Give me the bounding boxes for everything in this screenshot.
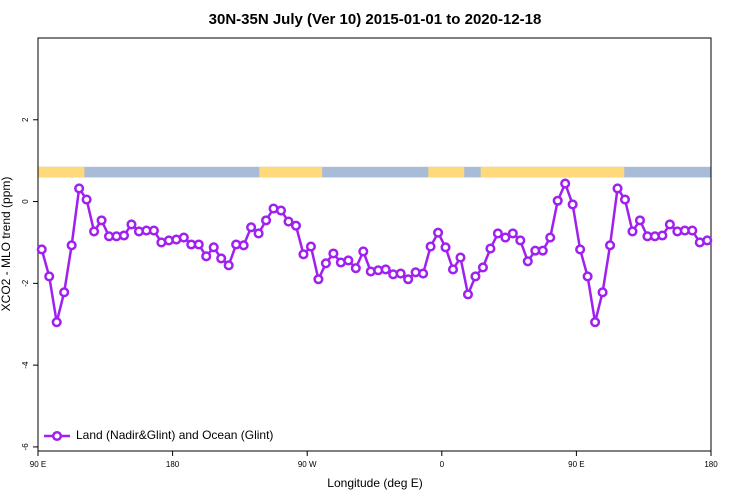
data-point — [208, 242, 219, 253]
data-point — [343, 255, 354, 266]
data-point — [567, 199, 578, 210]
data-point — [395, 268, 406, 279]
data-point — [462, 289, 474, 300]
data-point — [702, 235, 713, 246]
data-point — [118, 230, 130, 241]
data-point — [575, 244, 586, 255]
data-point — [44, 271, 55, 282]
y-tick-label: -2 — [21, 279, 30, 287]
data-point — [81, 194, 92, 205]
y-tick-label: -6 — [21, 443, 30, 451]
data-point — [433, 227, 444, 238]
y-axis-label: XCO2 - MLO trend (ppm) — [0, 177, 13, 312]
land-band — [428, 166, 465, 178]
data-point — [500, 232, 511, 243]
plot-frame — [37, 37, 712, 452]
data-point — [612, 183, 623, 194]
data-point — [216, 253, 227, 264]
data-point — [418, 268, 429, 279]
land-band — [259, 166, 323, 178]
ocean-band — [38, 166, 711, 178]
data-point — [59, 287, 70, 298]
data-point — [328, 248, 339, 259]
data-point — [605, 240, 616, 251]
data-point — [201, 251, 212, 262]
data-point — [36, 244, 47, 255]
data-point — [664, 219, 675, 230]
data-point — [545, 232, 556, 243]
x-tick-label: 90 E — [30, 460, 46, 469]
data-point — [253, 228, 264, 239]
land-band — [38, 166, 85, 178]
data-point — [447, 264, 459, 275]
data-point — [522, 256, 533, 267]
data-point — [485, 243, 496, 254]
y-tick-label: 0 — [21, 199, 30, 204]
data-point — [425, 241, 436, 252]
data-point — [358, 246, 369, 257]
data-point — [246, 222, 257, 233]
data-point — [74, 183, 85, 194]
data-point — [298, 249, 309, 260]
data-point — [96, 215, 107, 226]
chart-title: 30N-35N July (Ver 10) 2015-01-01 to 2020… — [209, 11, 542, 28]
data-point — [687, 225, 698, 236]
x-tick-label: 0 — [440, 460, 445, 469]
data-point — [193, 239, 204, 250]
data-point — [537, 245, 548, 256]
data-point — [313, 274, 324, 285]
data-point — [477, 262, 488, 273]
data-point — [290, 220, 302, 231]
data-point — [634, 215, 646, 226]
x-tick-label: 90 E — [568, 460, 584, 469]
data-line — [40, 180, 708, 323]
data-point — [560, 178, 571, 189]
data-point — [455, 252, 466, 263]
data-point — [403, 274, 414, 285]
data-point — [470, 271, 481, 282]
data-point — [582, 271, 593, 282]
data-point — [590, 317, 601, 328]
data-point — [440, 242, 451, 253]
data-point — [223, 260, 234, 271]
data-point — [261, 215, 272, 226]
y-tick-label: 2 — [21, 117, 30, 122]
legend-marker — [51, 430, 63, 442]
data-point — [380, 264, 391, 275]
data-point — [66, 240, 77, 251]
data-point — [305, 241, 316, 252]
data-point — [619, 194, 631, 205]
data-point — [275, 205, 287, 216]
data-point — [148, 225, 159, 236]
data-point — [126, 219, 137, 230]
data-point — [178, 232, 189, 243]
data-point — [320, 258, 331, 269]
data-point — [492, 228, 503, 239]
x-tick-label: 90 W — [298, 460, 317, 469]
y-tick-label: -4 — [21, 361, 30, 369]
data-point — [515, 235, 526, 246]
legend-label: Land (Nadir&Glint) and Ocean (Glint) — [76, 428, 273, 442]
data-point — [627, 226, 638, 237]
data-point — [283, 216, 294, 227]
x-axis-label: Longitude (deg E) — [327, 476, 422, 490]
data-point — [350, 263, 361, 274]
data-point — [657, 230, 668, 241]
land-band — [480, 166, 625, 178]
data-point — [238, 240, 249, 251]
data-point — [597, 287, 608, 298]
data-point — [507, 228, 518, 239]
data-point — [51, 317, 62, 328]
x-tick-label: 180 — [166, 460, 180, 469]
x-tick-label: 180 — [704, 460, 718, 469]
data-point — [89, 226, 100, 237]
data-point — [552, 195, 563, 206]
